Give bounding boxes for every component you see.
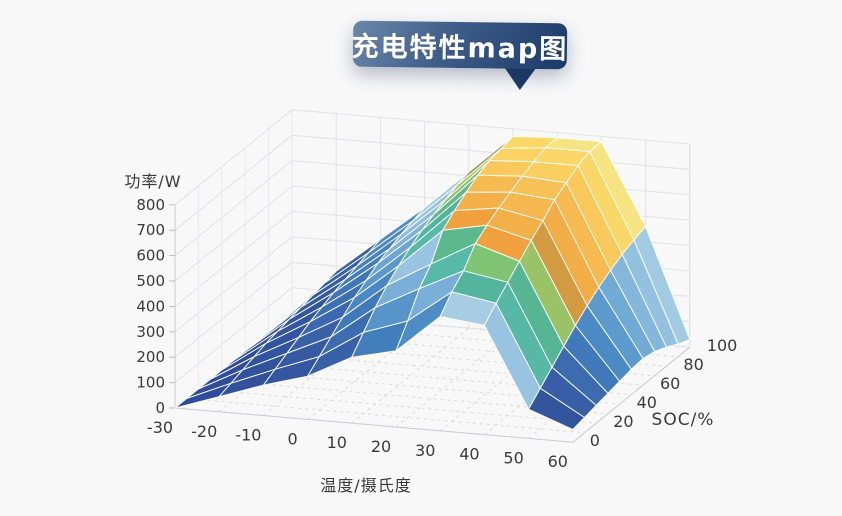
x-axis-title: 温度/摄氏度 xyxy=(320,476,412,495)
x-tick-label: -10 xyxy=(235,426,261,445)
y-tick-label: 100 xyxy=(707,336,738,355)
x-tick-label: 40 xyxy=(459,445,479,464)
z-tick-label: 100 xyxy=(136,374,165,392)
x-tick-label: 50 xyxy=(503,448,523,467)
x-tick-label: 0 xyxy=(288,429,298,448)
x-tick-label: -30 xyxy=(147,418,173,437)
chart-title: 充电特性map图 xyxy=(351,31,569,65)
x-tick-label: 30 xyxy=(415,441,435,460)
y-tick-label: 0 xyxy=(590,431,600,450)
z-tick-label: 800 xyxy=(136,196,165,214)
x-tick-label: 60 xyxy=(548,452,568,471)
surface-mesh xyxy=(174,135,691,430)
z-tick-label: 300 xyxy=(136,323,165,341)
z-axis-title: 功率/W xyxy=(124,172,182,191)
z-tick-label: 0 xyxy=(155,399,165,417)
x-tick-labels: -30 -20 -10 0 10 20 30 40 50 60 xyxy=(147,418,568,471)
y-tick-label: 80 xyxy=(683,355,703,374)
y-tick-label: 60 xyxy=(660,374,680,393)
z-tick-label: 500 xyxy=(136,272,165,290)
z-tick-label: 700 xyxy=(136,221,165,239)
x-tick-label: -20 xyxy=(191,422,217,441)
badge-body: 充电特性map图 xyxy=(351,20,569,70)
x-tick-label: 20 xyxy=(371,437,391,456)
x-tick-label: 10 xyxy=(327,433,347,452)
z-tick-labels: 0 100 200 300 400 500 600 700 800 xyxy=(136,196,175,417)
y-tick-label: 40 xyxy=(637,393,657,412)
y-tick-label: 20 xyxy=(613,412,633,431)
z-tick-label: 400 xyxy=(136,297,165,315)
z-tick-label: 600 xyxy=(136,247,165,265)
z-tick-label: 200 xyxy=(136,348,165,366)
surface-face xyxy=(528,387,585,430)
y-axis-title: SOC/% xyxy=(651,410,715,430)
